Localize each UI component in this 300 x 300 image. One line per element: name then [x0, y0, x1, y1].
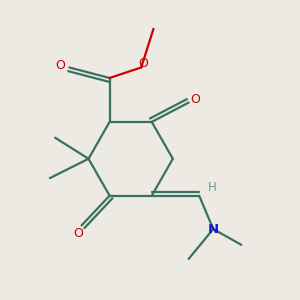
- Text: O: O: [73, 227, 83, 240]
- Text: O: O: [191, 93, 201, 106]
- Text: O: O: [56, 59, 65, 72]
- Text: O: O: [138, 57, 148, 70]
- Text: N: N: [208, 223, 219, 236]
- Text: H: H: [208, 182, 217, 194]
